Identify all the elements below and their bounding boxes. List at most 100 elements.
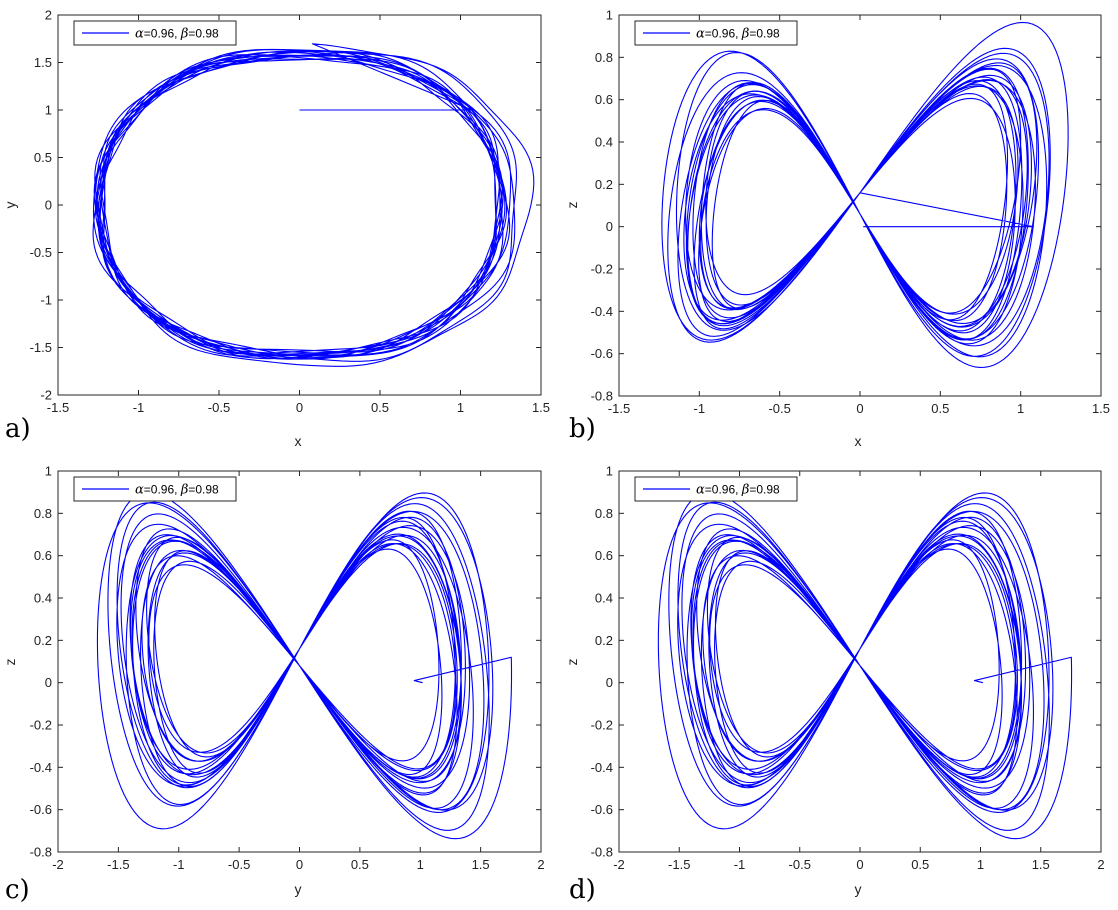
y-tick-label: 1 <box>45 464 52 479</box>
y-tick-label: 0.2 <box>595 177 613 192</box>
y-tick-label: -0.5 <box>30 245 52 260</box>
x-tick-label: 2 <box>1097 857 1104 872</box>
legend-alpha-value: =0.96, <box>144 27 181 41</box>
plot-area <box>619 471 1101 852</box>
legend-beta-value: =0.98 <box>188 27 219 41</box>
y-tick-label: 1.5 <box>34 55 52 70</box>
x-tick-label: 2 <box>537 857 544 872</box>
x-tick-label: -0.5 <box>208 400 230 415</box>
legend-label: α=0.96, β=0.98 <box>135 27 219 42</box>
x-tick-label: -0.5 <box>768 401 790 416</box>
x-tick-label: -1.5 <box>47 400 69 415</box>
x-axis-title: y <box>295 881 302 897</box>
y-tick-label: -0.6 <box>591 802 613 817</box>
y-tick-label: 0.6 <box>595 548 613 563</box>
legend-beta-symbol: β <box>741 483 750 498</box>
y-tick-label: -2 <box>40 388 52 403</box>
x-tick-label: -0.5 <box>228 857 250 872</box>
legend-alpha-value: =0.96, <box>705 27 742 41</box>
y-tick-label: -0.4 <box>30 760 52 775</box>
legend-beta-value: =0.98 <box>188 483 219 497</box>
y-tick-label: -0.4 <box>591 760 613 775</box>
y-tick-label: 0.6 <box>34 548 52 563</box>
series-trajectory <box>661 21 1069 368</box>
y-axis-title: z <box>564 202 580 209</box>
y-tick-label: -0.6 <box>30 802 52 817</box>
x-tick-label: -1 <box>694 401 706 416</box>
legend-alpha-value: =0.96, <box>705 483 742 497</box>
legend-beta-value: =0.98 <box>749 483 780 497</box>
legend-alpha-symbol: α <box>696 27 705 42</box>
x-tick-label: -1 <box>734 857 746 872</box>
x-tick-label: -1 <box>133 400 145 415</box>
x-tick-label: 0 <box>296 857 303 872</box>
y-tick-label: 2 <box>45 8 52 23</box>
y-tick-label: 1 <box>606 8 613 23</box>
x-axis-title: x <box>295 433 302 449</box>
y-tick-label: 0.4 <box>595 135 613 150</box>
y-tick-label: -0.2 <box>591 262 613 277</box>
legend-label: α=0.96, β=0.98 <box>135 483 219 498</box>
x-tick-label: 0.5 <box>371 400 389 415</box>
panel-letter: a) <box>5 414 31 444</box>
panel-d: -2 -1.5 -1 -0.5 0 0.5 1 1.5 2 -0.8 -0.6 -0.4 -0.2 0 0.… <box>564 464 1105 906</box>
panel-c: -2 -1.5 -1 -0.5 0 0.5 1 1.5 2 -0.8 -0.6 -0.4 -0.2 0 0.… <box>2 464 545 906</box>
legend-beta-value: =0.98 <box>749 27 780 41</box>
panel-b: -1.5 -1 -0.5 0 0.5 1 1.5 -0.8 -0.6 -0.4 -0.2 0 0.2 0.… <box>564 8 1110 450</box>
x-tick-label: 1 <box>457 400 464 415</box>
y-tick-label: -0.4 <box>591 304 613 319</box>
y-tick-label: -0.8 <box>591 845 613 860</box>
y-tick-label: 0 <box>45 675 52 690</box>
y-tick-label: 0.8 <box>34 506 52 521</box>
legend-beta-symbol: β <box>180 27 189 42</box>
y-tick-label: 0.4 <box>34 591 52 606</box>
y-axis-title: z <box>2 659 18 666</box>
x-tick-label: -0.5 <box>789 857 811 872</box>
legend: α=0.96, β=0.98 <box>634 20 798 46</box>
legend: α=0.96, β=0.98 <box>73 20 237 46</box>
x-axis-title: x <box>855 433 862 449</box>
x-tick-label: -1.5 <box>668 857 690 872</box>
panel-letter: c) <box>5 875 30 905</box>
legend: α=0.96, β=0.98 <box>73 476 237 502</box>
y-tick-label: 0.8 <box>595 506 613 521</box>
y-tick-label: 0.2 <box>34 633 52 648</box>
y-tick-label: 0 <box>45 198 52 213</box>
y-tick-label: -0.6 <box>591 346 613 361</box>
plot-area <box>58 15 541 395</box>
legend-beta-symbol: β <box>180 483 189 498</box>
y-tick-label: -0.8 <box>30 845 52 860</box>
x-tick-label: 1.5 <box>532 400 550 415</box>
y-tick-label: -0.2 <box>591 718 613 733</box>
x-tick-label: -2 <box>52 857 64 872</box>
y-tick-label: -1 <box>40 293 52 308</box>
plot-area <box>58 471 541 852</box>
panel-letter: d) <box>569 875 596 905</box>
panel-letter: b) <box>569 414 596 444</box>
y-tick-label: 0.5 <box>34 150 52 165</box>
legend: α=0.96, β=0.98 <box>634 476 798 502</box>
x-tick-label: -1 <box>173 857 185 872</box>
legend-label: α=0.96, β=0.98 <box>696 27 780 42</box>
legend-alpha-symbol: α <box>696 483 705 498</box>
x-tick-label: 0.5 <box>931 401 949 416</box>
x-tick-label: 1 <box>1017 401 1024 416</box>
legend-label: α=0.96, β=0.98 <box>696 483 780 498</box>
x-tick-label: 1.5 <box>1092 401 1110 416</box>
x-tick-label: 0 <box>856 401 863 416</box>
y-tick-label: 0 <box>606 675 613 690</box>
x-tick-label: 0.5 <box>351 857 369 872</box>
y-tick-label: 1 <box>45 103 52 118</box>
y-tick-label: 0.6 <box>595 92 613 107</box>
panel-a: -1.5 -1 -0.5 0 0.5 1 1.5-2-1.5-1-0.500.511.52x… <box>2 8 550 450</box>
legend-alpha-symbol: α <box>135 27 144 42</box>
y-tick-label: -1.5 <box>30 340 52 355</box>
y-tick-label: 0.8 <box>595 50 613 65</box>
y-tick-label: 0.4 <box>595 591 613 606</box>
series-trajectory <box>96 492 513 840</box>
y-tick-label: 0.2 <box>595 633 613 648</box>
y-tick-label: 0 <box>606 219 613 234</box>
y-tick-label: -0.2 <box>30 718 52 733</box>
y-tick-label: -0.8 <box>591 389 613 404</box>
